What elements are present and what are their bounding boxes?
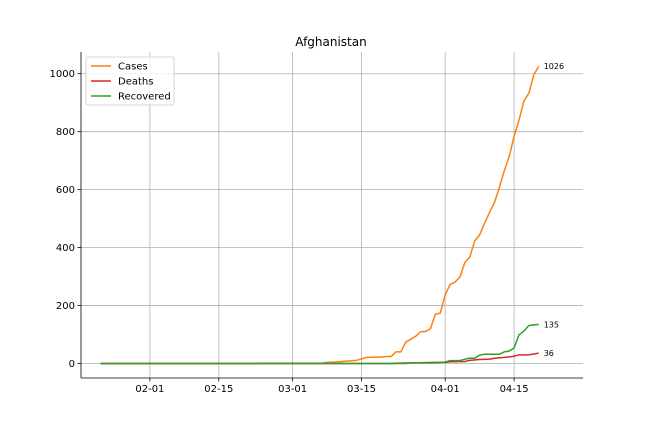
- x-tick-label: 04-01: [431, 384, 460, 395]
- x-tick-label: 02-15: [204, 384, 233, 395]
- y-tick-label: 400: [56, 243, 75, 254]
- legend-box: [85, 56, 175, 106]
- end-label-cases: 1026: [544, 62, 564, 71]
- y-tick-label: 1000: [50, 69, 75, 80]
- chart-title: Afghanistan: [295, 35, 366, 49]
- y-tick-label: 0: [69, 359, 75, 370]
- x-tick-label: 04-15: [500, 384, 529, 395]
- x-tick-label: 03-01: [278, 384, 307, 395]
- end-label-recovered: 135: [544, 320, 559, 329]
- x-tick-label: 02-01: [135, 384, 164, 395]
- legend-label-deaths: Deaths: [118, 77, 153, 88]
- y-tick-label: 600: [56, 185, 75, 196]
- series-line-recovered: [100, 323, 539, 365]
- legend-label-cases: Cases: [118, 62, 148, 73]
- legend-label-recovered: Recovered: [118, 92, 171, 103]
- y-tick-label: 800: [56, 127, 75, 138]
- tick-labels: 02-01 02-15 03-01 03-15 04-01 04-15 0 200 400 600…: [50, 69, 529, 395]
- x-tick-label: 03-15: [347, 384, 376, 395]
- end-label-deaths: 36: [544, 349, 554, 358]
- legend: Cases Deaths Recovered: [85, 56, 175, 106]
- series-lines: [100, 65, 540, 365]
- end-labels: 1026 36 135: [544, 62, 564, 358]
- series-line-cases: [100, 65, 540, 365]
- axes: [80, 52, 583, 379]
- y-tick-label: 200: [56, 301, 75, 312]
